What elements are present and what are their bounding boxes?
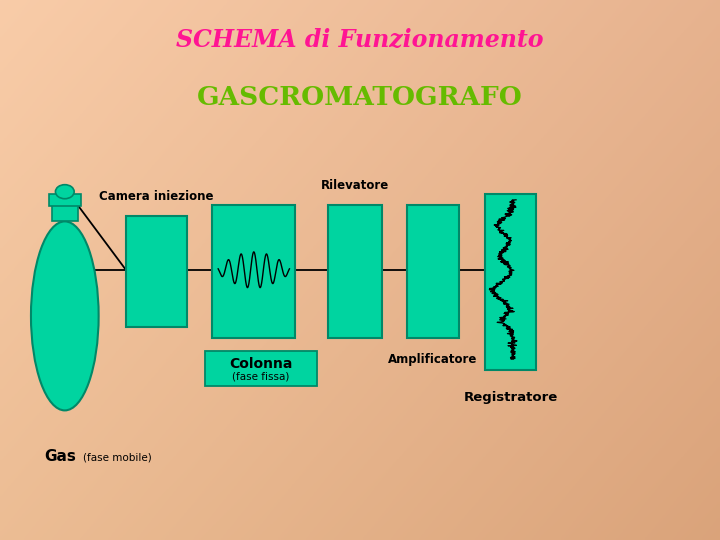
Text: (fase fissa): (fase fissa) [233, 372, 289, 381]
Bar [407, 205, 459, 338]
Text: Camera iniezione: Camera iniezione [99, 190, 214, 202]
Text: Registratore: Registratore [464, 392, 557, 404]
Text: Amplificatore: Amplificatore [388, 353, 477, 366]
Bar [205, 351, 317, 386]
Bar [126, 216, 187, 327]
Text: Rilevatore: Rilevatore [320, 179, 389, 192]
Text: Gas: Gas [45, 449, 76, 464]
Text: GASCROMATOGRAFO: GASCROMATOGRAFO [197, 85, 523, 110]
Circle shape [55, 185, 74, 199]
Bar [485, 194, 536, 370]
Bar [52, 205, 78, 221]
Text: Colonna: Colonna [229, 357, 293, 372]
Ellipse shape [31, 221, 99, 410]
Text: SCHEMA di Funzionamento: SCHEMA di Funzionamento [176, 29, 544, 52]
Bar [328, 205, 382, 338]
Text: (fase mobile): (fase mobile) [83, 453, 151, 462]
Bar [49, 194, 81, 206]
Bar [212, 205, 295, 338]
